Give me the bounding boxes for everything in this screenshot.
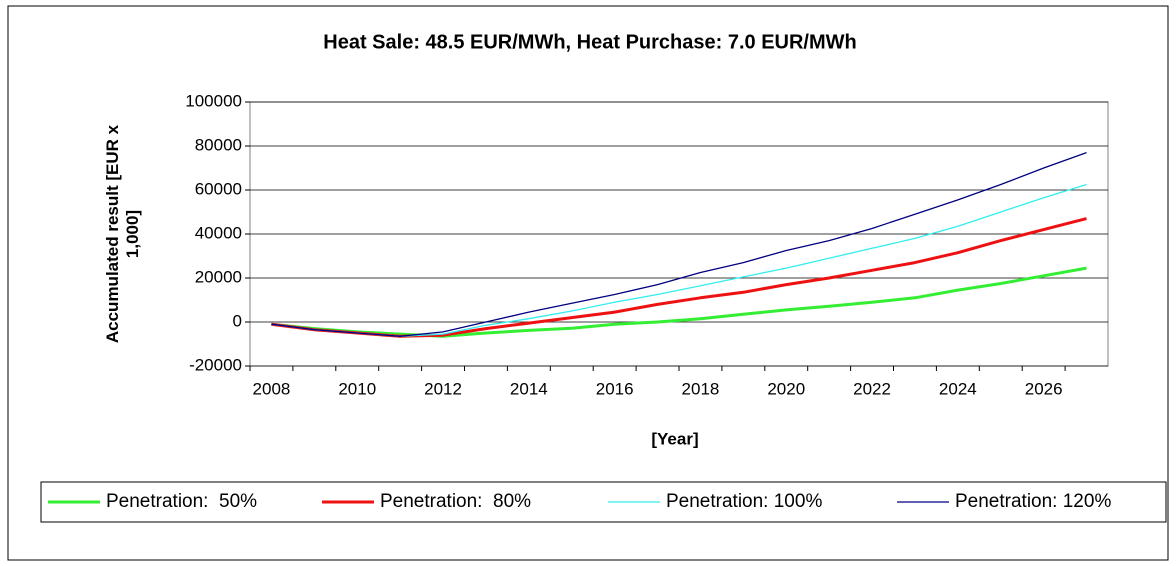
x-tick-label: 2016: [596, 379, 634, 398]
x-tick-label: 2026: [1025, 379, 1063, 398]
y-tick-label: 40000: [195, 223, 242, 242]
x-tick-label: 2022: [853, 379, 891, 398]
x-tick-label: 2020: [767, 379, 805, 398]
series-line: [271, 266, 1087, 338]
y-axis-label: Accumulated result [EUR x 1,000]: [103, 124, 142, 344]
legend-label: Penetration: 50%: [106, 491, 257, 512]
y-tick-label: 60000: [195, 179, 242, 198]
x-tick-label: 2018: [682, 379, 720, 398]
y-tick-label: 100000: [185, 91, 242, 110]
y-tick-label: 0: [233, 311, 242, 330]
y-axis-label-box: Accumulated result [EUR x 1,000]: [103, 124, 142, 344]
chart-title: Heat Sale: 48.5 EUR/MWh, Heat Purchase: …: [323, 31, 856, 53]
series-line: [271, 151, 1087, 337]
y-tick-label: 80000: [195, 135, 242, 154]
legend-box: [40, 481, 1167, 523]
y-axis-label-group: Accumulated result [EUR x 1,000]: [103, 124, 142, 344]
x-tick-label: 2012: [424, 379, 462, 398]
legend-label: Penetration: 120%: [955, 491, 1111, 512]
x-tick-label: 2008: [253, 379, 291, 398]
x-axis-label: [Year]: [651, 429, 698, 448]
y-tick-label: -20000: [189, 355, 242, 374]
x-tick-label: 2014: [510, 379, 548, 398]
legend-label: Penetration: 100%: [666, 491, 822, 512]
legend-label: Penetration: 80%: [380, 491, 531, 512]
x-tick-label: 2010: [338, 379, 376, 398]
x-tick-label: 2024: [939, 379, 977, 398]
y-tick-label: 20000: [195, 267, 242, 286]
